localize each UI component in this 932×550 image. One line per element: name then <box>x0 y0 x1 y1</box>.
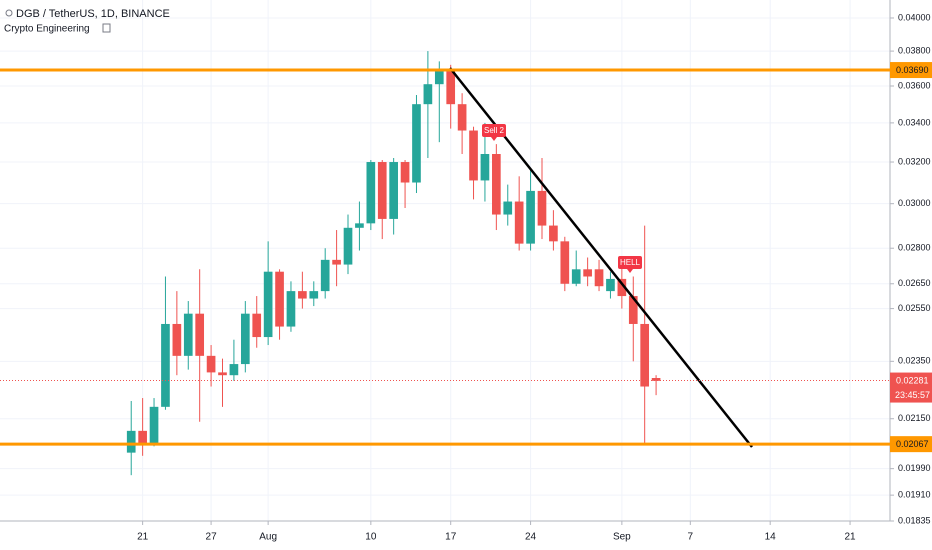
x-tick-label: 17 <box>445 532 457 543</box>
candle-body <box>206 355 216 373</box>
candle-body <box>286 291 296 327</box>
candle-body <box>309 291 319 299</box>
candle-body <box>240 313 250 365</box>
candle-body <box>343 227 353 265</box>
annotation-pointer <box>627 269 633 273</box>
candle-body <box>218 372 227 376</box>
level-label: 0.02067 <box>896 439 929 449</box>
candle-body <box>389 162 398 219</box>
candle-body <box>423 84 433 105</box>
candle-body <box>229 364 239 376</box>
y-tick-label: 0.03600 <box>898 80 931 90</box>
candle-body <box>628 296 638 324</box>
y-tick-label: 0.03400 <box>898 117 931 127</box>
annotation-box <box>482 124 506 137</box>
candle-body <box>492 154 501 215</box>
x-tick-label: Aug <box>259 532 277 543</box>
candle-body <box>149 406 159 444</box>
chart-title: DGB / TetherUS, 1D, BINANCE <box>16 8 170 20</box>
annotation-label: HELL <box>620 258 641 267</box>
x-tick-label: 7 <box>688 532 694 543</box>
last-price-label: 0.02281 <box>896 375 929 385</box>
x-tick-label: 21 <box>845 532 857 543</box>
annotation-pointer <box>491 137 497 141</box>
candle-body <box>298 291 307 299</box>
y-tick-label: 0.03200 <box>898 156 931 166</box>
y-tick-label: 0.02350 <box>898 356 931 366</box>
y-tick-label: 0.01990 <box>898 463 931 473</box>
candle-body <box>183 313 193 356</box>
candle-body <box>640 323 650 387</box>
y-tick-label: 0.02800 <box>898 243 931 253</box>
x-tick-label: 27 <box>206 532 218 543</box>
candle-body <box>138 430 147 444</box>
symbol-icon[interactable] <box>5 9 13 17</box>
candle-body <box>651 378 661 381</box>
annotation-label: Sell 2 <box>484 126 505 135</box>
x-tick-label: 10 <box>365 532 377 543</box>
countdown-label: 23:45:57 <box>895 390 930 400</box>
x-tick-label: Sep <box>613 532 631 543</box>
candle-body <box>377 162 387 219</box>
x-tick-label: 24 <box>525 532 537 543</box>
candle-body <box>446 70 456 105</box>
candle-body <box>583 269 592 277</box>
candle-body <box>366 162 376 224</box>
candle-body <box>161 323 170 407</box>
candle-body <box>514 201 524 244</box>
indicator-name[interactable]: Crypto Engineering <box>4 24 90 35</box>
annotation-box <box>618 256 642 269</box>
candle-body <box>617 278 627 297</box>
candle-body <box>195 313 205 356</box>
x-tick-label: 14 <box>765 532 777 543</box>
candle-body <box>434 70 444 85</box>
last-price-box <box>890 372 932 403</box>
level-label-box <box>890 436 932 453</box>
level-label-box <box>890 62 932 79</box>
y-tick-label: 0.02150 <box>898 413 931 423</box>
candle-body <box>606 278 615 292</box>
candle-body <box>263 271 273 338</box>
candle-body <box>126 430 136 453</box>
x-tick-label: 21 <box>137 532 149 543</box>
candle-body <box>480 154 490 181</box>
candle-body <box>560 241 570 284</box>
level-label: 0.03690 <box>896 65 929 75</box>
plot <box>126 51 661 476</box>
y-tick-label: 0.02550 <box>898 303 931 313</box>
candle-body <box>320 259 330 292</box>
y-tick-label: 0.03800 <box>898 45 931 55</box>
candle-body <box>469 130 478 181</box>
candle-body <box>503 201 513 215</box>
candle-body <box>571 269 581 284</box>
indicator-icon[interactable] <box>102 23 111 33</box>
candle-body <box>526 190 535 244</box>
y-axis: 0.04000 0.03800 0.03600 0.03400 0.03200 0.030… <box>890 12 931 525</box>
y-tick-label: 0.04000 <box>898 12 931 22</box>
candle-body <box>412 104 421 183</box>
candle-body <box>549 225 558 242</box>
y-tick-label: 0.01910 <box>898 490 931 500</box>
y-tick-label: 0.01835 <box>898 515 931 525</box>
candle-body <box>172 323 182 356</box>
candle-body <box>332 259 341 265</box>
candle-body <box>355 223 364 228</box>
candle-body <box>537 190 547 226</box>
y-tick-label: 0.03000 <box>898 198 931 208</box>
y-tick-label: 0.02650 <box>898 278 931 288</box>
candle-body <box>457 104 467 131</box>
candle-body <box>594 269 604 287</box>
candle-body <box>275 271 284 327</box>
candle-body <box>400 162 410 183</box>
candle-body <box>252 313 262 338</box>
